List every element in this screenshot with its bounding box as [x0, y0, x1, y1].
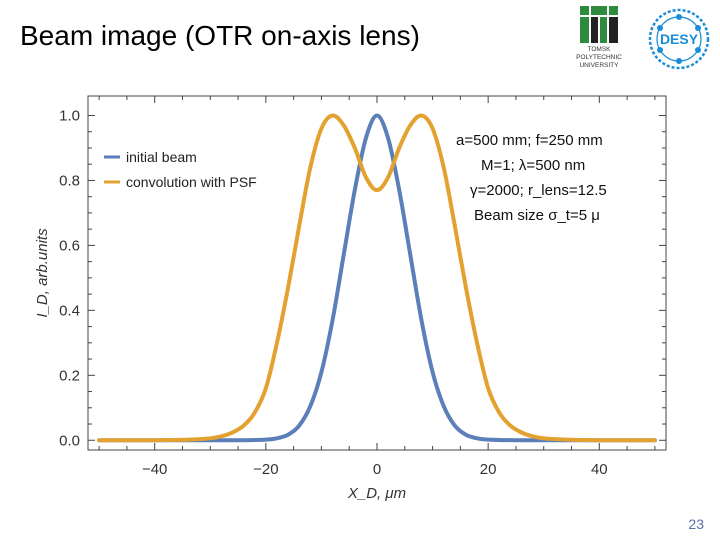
- x-tick-label: 40: [591, 461, 608, 478]
- x-axis-label: X_D, μm: [347, 485, 406, 502]
- tpu-logo: TOMSK POLYTECHNIC UNIVERSITY: [568, 6, 630, 92]
- series-line-initial-beam: [97, 113, 657, 443]
- annotation-line: a=500 mm; f=250 mm: [456, 132, 603, 149]
- desy-logo-text: DESY: [660, 31, 699, 47]
- chart-annotations: a=500 mm; f=250 mm M=1; λ=500 nm γ=2000; r…: [456, 132, 607, 224]
- desy-logo: DESY: [648, 8, 710, 70]
- annotation-line: M=1; λ=500 nm: [481, 157, 585, 174]
- annotation-line: Beam size σ_t=5 μ: [474, 207, 600, 224]
- y-tick-label: 0.0: [59, 432, 80, 449]
- slide-title: Beam image (OTR on-axis lens): [20, 20, 420, 51]
- x-tick-label: −40: [142, 461, 167, 478]
- chart-legend: initial beam convolution with PSF: [104, 149, 257, 190]
- x-tick-label: −20: [253, 461, 278, 478]
- y-tick-label: 1.0: [59, 107, 80, 124]
- x-tick-label: 0: [373, 461, 381, 478]
- y-tick-label: 0.6: [59, 237, 80, 254]
- legend-label: convolution with PSF: [126, 174, 257, 190]
- x-tick-label: 20: [480, 461, 497, 478]
- tpu-logo-text: TOMSK POLYTECHNIC UNIVERSITY: [576, 46, 622, 69]
- annotation-line: γ=2000; r_lens=12.5: [470, 182, 607, 199]
- desy-icon: DESY: [648, 8, 710, 70]
- tpu-emblem-icon: [580, 6, 618, 43]
- series-line-convolution: [97, 113, 657, 443]
- legend-label: initial beam: [126, 149, 197, 165]
- y-tick-label: 0.4: [59, 302, 80, 319]
- slide-number: 23: [688, 516, 704, 532]
- y-axis-label: I_D, arb.units: [34, 228, 51, 318]
- y-tick-label: 0.8: [59, 172, 80, 189]
- y-tick-label: 0.2: [59, 367, 80, 384]
